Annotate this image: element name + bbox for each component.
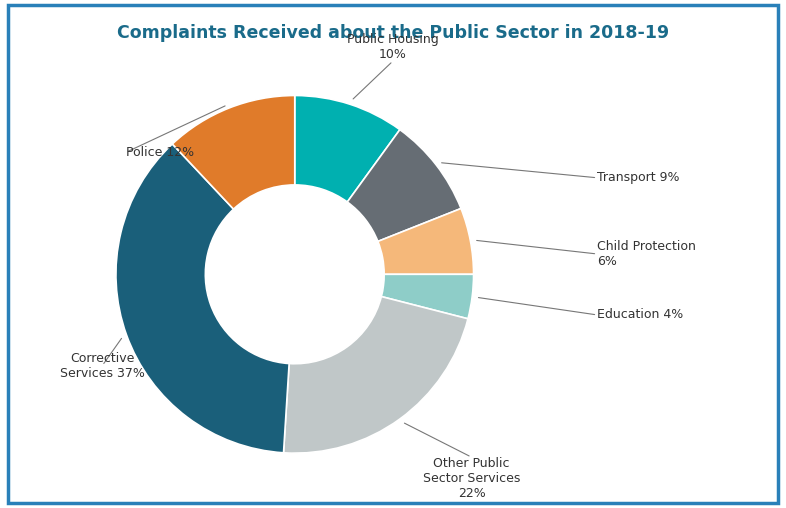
Wedge shape	[284, 297, 468, 453]
Wedge shape	[381, 274, 474, 319]
Text: Police 12%: Police 12%	[126, 146, 194, 159]
Wedge shape	[295, 96, 400, 202]
Text: Education 4%: Education 4%	[597, 308, 684, 322]
Text: Other Public
Sector Services
22%: Other Public Sector Services 22%	[423, 457, 520, 500]
Wedge shape	[172, 96, 295, 209]
Wedge shape	[378, 208, 474, 274]
Text: Complaints Received about the Public Sector in 2018-19: Complaints Received about the Public Sec…	[117, 24, 669, 42]
Text: Child Protection
6%: Child Protection 6%	[597, 240, 696, 268]
Wedge shape	[347, 130, 461, 241]
Text: Public Housing
10%: Public Housing 10%	[347, 33, 439, 61]
Wedge shape	[116, 144, 289, 453]
Text: Corrective
Services 37%: Corrective Services 37%	[60, 352, 145, 380]
Text: Transport 9%: Transport 9%	[597, 171, 680, 184]
